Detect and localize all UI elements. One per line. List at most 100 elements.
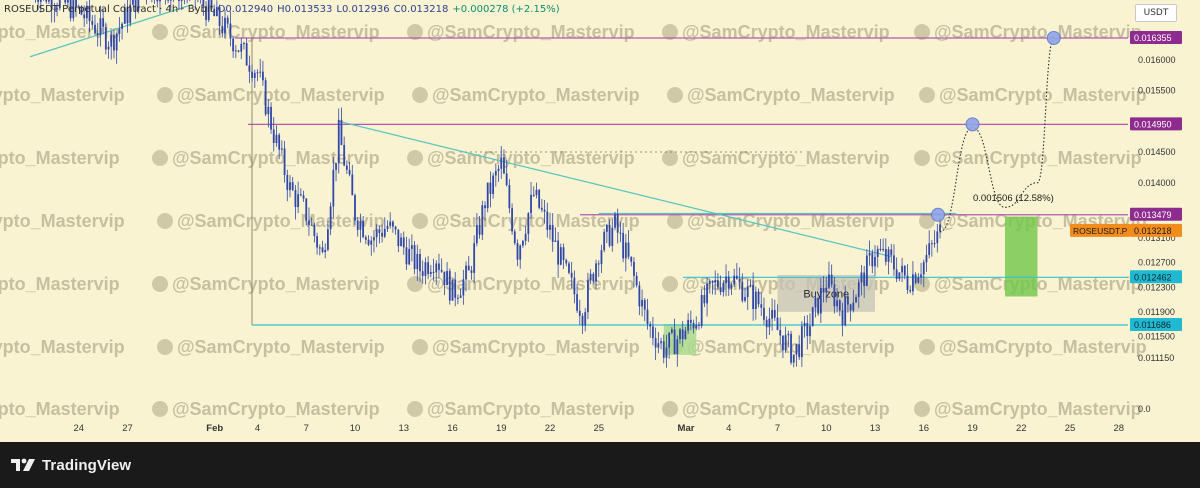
- candle-body: [438, 263, 440, 270]
- level-price-label: 0.016355: [1134, 33, 1172, 43]
- telegram-watermark-icon: [412, 213, 428, 229]
- candle-body: [649, 323, 652, 327]
- highlight-zone-box: [1005, 216, 1038, 297]
- candle-body: [741, 281, 744, 301]
- candle-body: [91, 21, 94, 25]
- time-tick-label: Mar: [678, 423, 695, 434]
- candle-body: [790, 333, 792, 363]
- candle-body: [359, 220, 362, 230]
- candle-body: [465, 265, 467, 280]
- candle-body: [392, 221, 394, 227]
- candle-layer: [35, 0, 941, 368]
- watermark-text: @SamCrypto_Mastervip: [934, 22, 1142, 42]
- time-tick-label: 10: [350, 423, 361, 434]
- watermark-text: @SamCrypto_Mastervip: [0, 274, 120, 294]
- tradingview-brand[interactable]: TradingView: [10, 457, 131, 474]
- trendline-layer: [29, 3, 957, 258]
- candle-body: [936, 231, 939, 244]
- candle-body: [386, 225, 389, 229]
- candle-body: [844, 296, 847, 326]
- candle-body: [85, 5, 88, 19]
- level-price-tag: [1130, 318, 1182, 331]
- candle-body: [337, 119, 340, 164]
- telegram-watermark-icon: [412, 339, 428, 355]
- candle-body: [137, 0, 140, 12]
- watermark-text: @SamCrypto_Mastervip: [427, 274, 635, 294]
- watermark-text: @SamCrypto_Mastervip: [172, 22, 380, 42]
- candle-body: [405, 247, 408, 265]
- candle-body: [568, 263, 570, 273]
- watermark-text: @SamCrypto_Mastervip: [432, 85, 640, 105]
- candle-body: [546, 211, 549, 230]
- price-axis[interactable]: 0.016000 0.015500 0.014500 0.014000 0.013100…: [1070, 31, 1182, 414]
- telegram-watermark-icon: [662, 401, 678, 417]
- candle-body: [692, 322, 695, 329]
- time-axis[interactable]: 24 27 Feb 4 7 10 13 16 19 22 25 Mar 4 7 10 13 16 19 22 25 28: [73, 423, 1124, 434]
- candle-body: [814, 297, 817, 308]
- candle-body: [782, 335, 784, 351]
- candle-body: [549, 224, 551, 230]
- candle-body: [622, 232, 625, 259]
- watermark-text: @SamCrypto_Mastervip: [172, 274, 380, 294]
- candle-body: [695, 324, 698, 329]
- candle-body: [115, 33, 118, 51]
- candle-body: [454, 279, 457, 298]
- candle-body: [362, 220, 365, 238]
- candle-body: [589, 273, 592, 281]
- trendline: [338, 120, 892, 258]
- candle-body: [749, 284, 752, 287]
- candle-body: [473, 243, 476, 273]
- candle-body: [776, 317, 779, 331]
- projection-target-marker: [965, 117, 980, 132]
- candle-body: [581, 315, 584, 326]
- candle-body: [573, 277, 576, 295]
- time-tick-label: 7: [775, 423, 780, 434]
- candle-body: [576, 294, 578, 311]
- time-tick-label: 19: [967, 423, 978, 434]
- candle-body: [754, 291, 757, 310]
- candle-body: [500, 157, 503, 169]
- brand-label: TradingView: [42, 456, 132, 474]
- candle-body: [364, 237, 367, 240]
- candle-body: [773, 310, 776, 318]
- telegram-watermark-icon: [919, 339, 935, 355]
- time-tick-label: 28: [1113, 423, 1124, 434]
- time-tick-label: 27: [122, 423, 133, 434]
- candle-body: [914, 274, 917, 283]
- candle-body: [53, 8, 56, 10]
- candle-body: [129, 4, 132, 24]
- candle-body: [841, 310, 844, 326]
- candle-body: [278, 134, 281, 150]
- candle-body: [524, 233, 527, 241]
- candle-body: [262, 71, 264, 81]
- candle-body: [259, 71, 262, 73]
- candle-body: [668, 332, 671, 348]
- candle-body: [787, 333, 790, 336]
- candle-body: [397, 229, 400, 247]
- currency-button[interactable]: USDT: [1135, 4, 1177, 22]
- candle-body: [264, 80, 267, 115]
- candle-body: [305, 198, 308, 221]
- candle-body: [327, 229, 329, 250]
- candle-body: [113, 34, 115, 51]
- candle-body: [421, 271, 424, 276]
- candle-body: [527, 213, 530, 234]
- candle-body: [633, 261, 635, 276]
- candle-body: [765, 319, 768, 328]
- tradingview-logo-icon: [11, 458, 35, 471]
- candle-body: [378, 229, 381, 233]
- candle-body: [272, 129, 275, 144]
- telegram-watermark-icon: [157, 213, 173, 229]
- symbol-header: ROSEUSDT Perpetual Contract · 4h · Bybit…: [4, 4, 560, 15]
- candle-body: [855, 297, 857, 303]
- candle-body: [882, 248, 885, 251]
- candle-body: [48, 0, 50, 2]
- candle-body: [654, 338, 657, 348]
- candle-body: [522, 240, 524, 246]
- candle-body: [635, 275, 638, 286]
- candle-body: [318, 247, 321, 249]
- candle-body: [630, 256, 633, 262]
- level-price-label: 0.011686: [1134, 320, 1171, 330]
- candle-body: [670, 329, 673, 333]
